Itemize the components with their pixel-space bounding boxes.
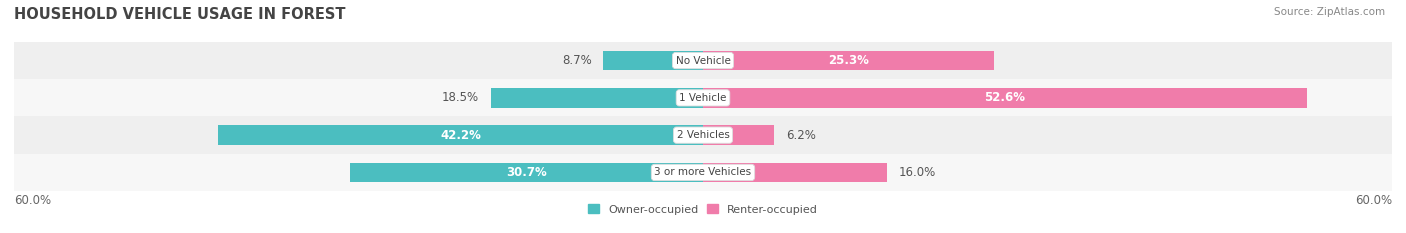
Bar [703,51,994,70]
Text: Source: ZipAtlas.com: Source: ZipAtlas.com [1274,7,1385,17]
Bar [14,79,1392,116]
Bar [14,154,1392,191]
Text: 8.7%: 8.7% [562,54,592,67]
Text: 18.5%: 18.5% [441,91,479,104]
Text: HOUSEHOLD VEHICLE USAGE IN FOREST: HOUSEHOLD VEHICLE USAGE IN FOREST [14,7,346,22]
Bar [703,163,887,182]
Bar [14,42,1392,79]
Text: 52.6%: 52.6% [984,91,1025,104]
Text: 2 Vehicles: 2 Vehicles [676,130,730,140]
Bar [491,88,703,108]
Bar [703,88,1308,108]
Text: 42.2%: 42.2% [440,129,481,142]
Legend: Owner-occupied, Renter-occupied: Owner-occupied, Renter-occupied [588,204,818,215]
Text: 1 Vehicle: 1 Vehicle [679,93,727,103]
Text: 30.7%: 30.7% [506,166,547,179]
Bar [218,125,703,145]
Text: 3 or more Vehicles: 3 or more Vehicles [654,168,752,177]
Bar [14,116,1392,154]
Text: 25.3%: 25.3% [828,54,869,67]
Text: 60.0%: 60.0% [14,194,51,207]
Text: 6.2%: 6.2% [786,129,815,142]
Bar [350,163,703,182]
Bar [703,125,775,145]
Text: 16.0%: 16.0% [898,166,935,179]
Text: No Vehicle: No Vehicle [675,56,731,65]
Bar [603,51,703,70]
Text: 60.0%: 60.0% [1355,194,1392,207]
